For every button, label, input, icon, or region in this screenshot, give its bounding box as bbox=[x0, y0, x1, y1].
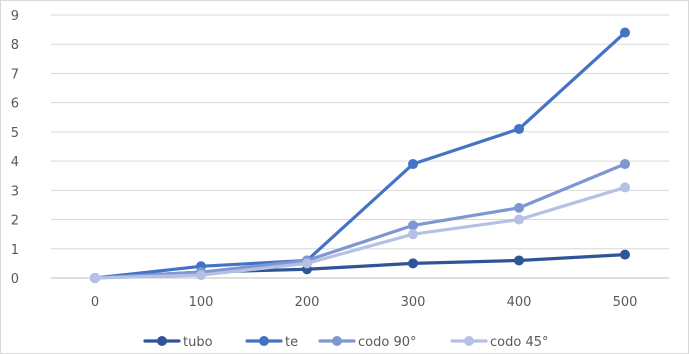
series-codo-90- bbox=[90, 159, 630, 283]
y-tick-label: 9 bbox=[11, 9, 19, 24]
y-axis-tick-labels: 0 1 2 3 4 5 6 7 8 9 bbox=[11, 9, 19, 287]
legend-item: codo 45° bbox=[450, 335, 548, 350]
data-point bbox=[620, 27, 630, 38]
x-tick-label: 400 bbox=[507, 295, 532, 310]
series-line bbox=[93, 30, 627, 280]
data-point bbox=[90, 273, 100, 283]
data-point bbox=[514, 202, 524, 213]
data-point bbox=[196, 270, 206, 281]
y-tick-label: 6 bbox=[11, 97, 19, 112]
legend: tubo te codo 90° codo 45° bbox=[143, 335, 548, 350]
data-point bbox=[620, 159, 630, 170]
series-codo-45- bbox=[90, 182, 630, 283]
x-tick-label: 300 bbox=[401, 295, 426, 310]
x-tick-label: 200 bbox=[295, 295, 320, 310]
legend-item: te bbox=[245, 335, 298, 350]
series-lines bbox=[90, 27, 630, 283]
y-tick-label: 2 bbox=[11, 214, 19, 229]
legend-label: tubo bbox=[183, 335, 213, 350]
x-tick-label: 500 bbox=[613, 295, 638, 310]
data-point bbox=[620, 182, 630, 193]
legend-item: codo 90° bbox=[318, 335, 416, 350]
series-line bbox=[93, 185, 627, 280]
legend-label: codo 45° bbox=[490, 335, 548, 350]
y-tick-label: 1 bbox=[11, 243, 19, 258]
y-tick-label: 5 bbox=[11, 126, 19, 141]
legend-label: te bbox=[285, 335, 298, 350]
x-tick-label: 0 bbox=[91, 295, 99, 310]
series-te bbox=[90, 27, 630, 283]
gridlines bbox=[51, 14, 669, 279]
legend-swatch-marker bbox=[332, 336, 342, 346]
legend-swatch-marker bbox=[464, 336, 474, 346]
data-point bbox=[514, 123, 524, 134]
data-point bbox=[408, 229, 418, 240]
x-tick-label: 100 bbox=[189, 295, 214, 310]
data-point bbox=[514, 214, 524, 225]
y-tick-label: 4 bbox=[11, 155, 19, 170]
legend-swatch-marker bbox=[259, 336, 269, 346]
y-tick-label: 0 bbox=[11, 272, 19, 287]
y-tick-label: 8 bbox=[11, 38, 19, 53]
series-line bbox=[93, 162, 627, 280]
data-point bbox=[302, 258, 312, 269]
legend-item: tubo bbox=[143, 335, 213, 350]
data-point bbox=[408, 220, 418, 231]
data-point bbox=[408, 159, 418, 170]
legend-swatch-marker bbox=[157, 336, 167, 346]
x-axis-tick-labels: 0 100 200 300 400 500 bbox=[91, 295, 638, 310]
data-point bbox=[408, 258, 418, 269]
data-point bbox=[514, 255, 524, 266]
data-point bbox=[620, 249, 630, 260]
y-tick-label: 7 bbox=[11, 67, 19, 82]
legend-label: codo 90° bbox=[358, 335, 416, 350]
y-tick-label: 3 bbox=[11, 184, 19, 199]
